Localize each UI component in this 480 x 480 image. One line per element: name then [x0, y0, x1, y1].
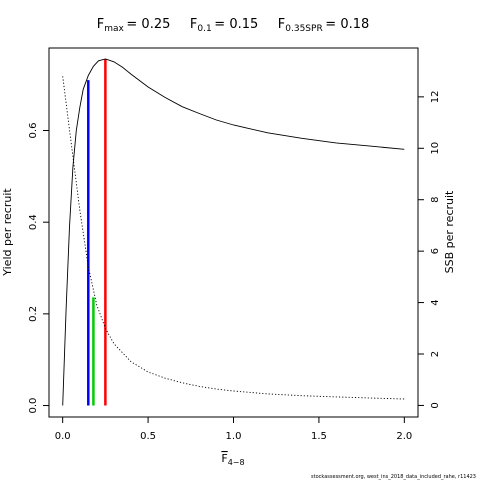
title-subscript: max — [104, 24, 124, 34]
y-tick-label: 0.6 — [28, 123, 39, 139]
x-tick-label: 1.5 — [311, 431, 327, 442]
y2-tick-label: 0 — [430, 402, 441, 408]
title-subscript: 0.35SPR — [285, 24, 322, 34]
y-tick-label: 0.2 — [28, 306, 39, 322]
title-symbol: F — [97, 17, 104, 32]
title-value: = 0.18 — [323, 17, 370, 32]
x-axis: 0.0 0.5 1.0 1.5 2.0 — [55, 416, 412, 442]
footer-text: stockassessment.org, west_ins_2018_data_… — [311, 474, 476, 480]
y2-tick-label: 10 — [430, 142, 441, 155]
chart-header: Fmax = 0.25 F0.1 = 0.15 F0.35SPR = 0.18 — [97, 17, 370, 34]
y-axis-left: 0.0 0.2 0.4 0.6 — [28, 123, 50, 414]
x-axis-title: F4−8 — [221, 452, 244, 467]
y-axis-title: Yield per recruit — [1, 188, 14, 277]
chart-title: Fmax = 0.25 F0.1 = 0.15 F0.35SPR = 0.18 — [97, 17, 370, 34]
title-subscript: 0.1 — [197, 24, 211, 34]
x-tick-label: 0.5 — [140, 431, 156, 442]
y2-tick-label: 12 — [430, 90, 441, 103]
x-tick-label: 0.0 — [55, 431, 71, 442]
yield-per-recruit-line — [62, 58, 405, 406]
x-axis-title-subscript: 4−8 — [228, 458, 245, 467]
title-value: = 0.15 — [212, 17, 259, 32]
y-tick-label: 0.0 — [28, 398, 39, 414]
x-axis-title-symbol: F — [221, 452, 227, 465]
series-lines — [62, 58, 405, 406]
y-axis-right: 0 2 4 6 8 10 12 — [417, 90, 441, 409]
x-tick-label: 1.0 — [226, 431, 242, 442]
ssb-per-recruit-line — [62, 76, 405, 400]
x-tick-label: 2.0 — [396, 431, 412, 442]
reference-lines — [87, 59, 107, 406]
title-symbol: F — [258, 17, 285, 32]
y2-tick-label: 6 — [430, 248, 441, 254]
title-symbol: F — [170, 17, 197, 32]
y2-tick-label: 2 — [430, 351, 441, 357]
y2-axis-title: SSB per recruit — [443, 190, 456, 273]
title-value: = 0.25 — [124, 17, 171, 32]
y2-tick-label: 8 — [430, 197, 441, 203]
y-tick-label: 0.4 — [28, 214, 39, 230]
y2-tick-label: 4 — [430, 299, 441, 305]
